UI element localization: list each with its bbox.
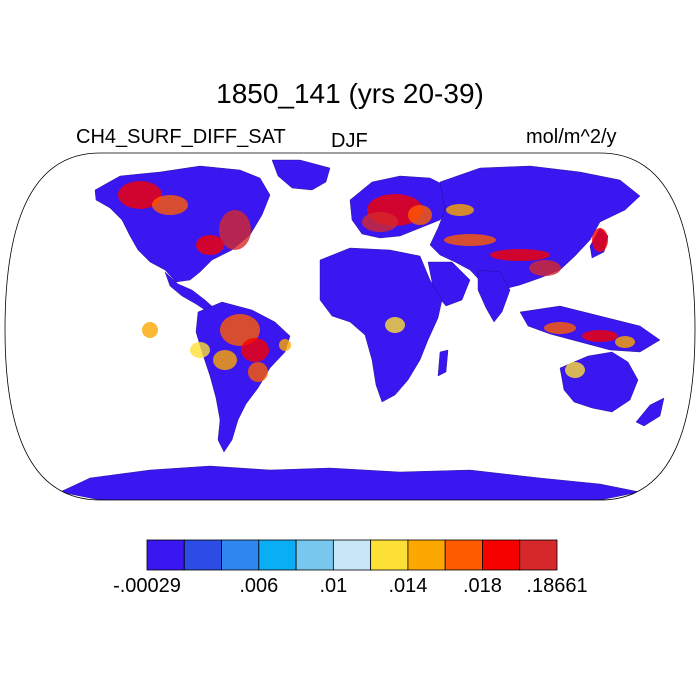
colorbar-tick-label: .01 [319,575,348,597]
hotspot [142,322,158,338]
hotspot [444,234,496,246]
australia [559,351,639,413]
colorbar-tick-label: .014 [388,575,428,597]
map-title: 1850_141 (yrs 20-39) [216,78,484,109]
colorbar-box [183,539,222,571]
season-label: DJF [331,130,368,152]
hotspot [279,339,291,351]
hotspot [615,336,635,348]
units-label: mol/m^2/y [526,126,617,148]
hotspot [152,195,188,215]
south-america [195,301,291,453]
hotspot [362,212,398,232]
colorbar-tick-label: .18661 [526,575,588,597]
hotspot [213,350,237,370]
maritime-southeast-asia [519,305,661,353]
hotspot [446,204,474,216]
land-layer [59,159,665,500]
colorbar-box [295,539,334,571]
india [477,269,511,323]
hotspot [490,249,550,261]
hotspot [118,181,162,209]
variable-label: CH4_SURF_DIFF_SAT [76,126,286,148]
colorbar-box [519,539,558,571]
colorbar-box [444,539,483,571]
colorbar-tick-label: .018 [462,575,502,597]
hotspot [529,260,561,276]
africa [319,247,443,403]
colorbar-box [332,539,372,571]
hotspot [544,322,576,334]
hotspot [220,314,260,346]
colorbar [146,539,558,571]
hotspot [219,210,251,250]
colorbar-box [146,539,185,571]
map-boundary [4,152,696,501]
colorbar-box [258,539,297,571]
colorbar-box [370,539,409,571]
colorbar-box [407,539,446,571]
hotspot [385,317,405,333]
hotspot [408,205,432,225]
hotspot [248,362,268,382]
greenland [271,159,331,191]
colorbar-box [221,539,260,571]
antarctica [59,465,641,500]
emission-hotspots [118,181,635,382]
hotspot [190,342,210,358]
hotspot [196,235,224,255]
hotspot [592,228,608,252]
hotspot [565,362,585,378]
colorbar-box [482,539,521,571]
hotspot [582,330,618,342]
madagascar [437,349,449,377]
colorbar-tick-label: -.00029 [113,575,181,597]
hotspot [241,338,269,362]
new-zealand [635,397,665,427]
colorbar-tick-label: .006 [239,575,279,597]
